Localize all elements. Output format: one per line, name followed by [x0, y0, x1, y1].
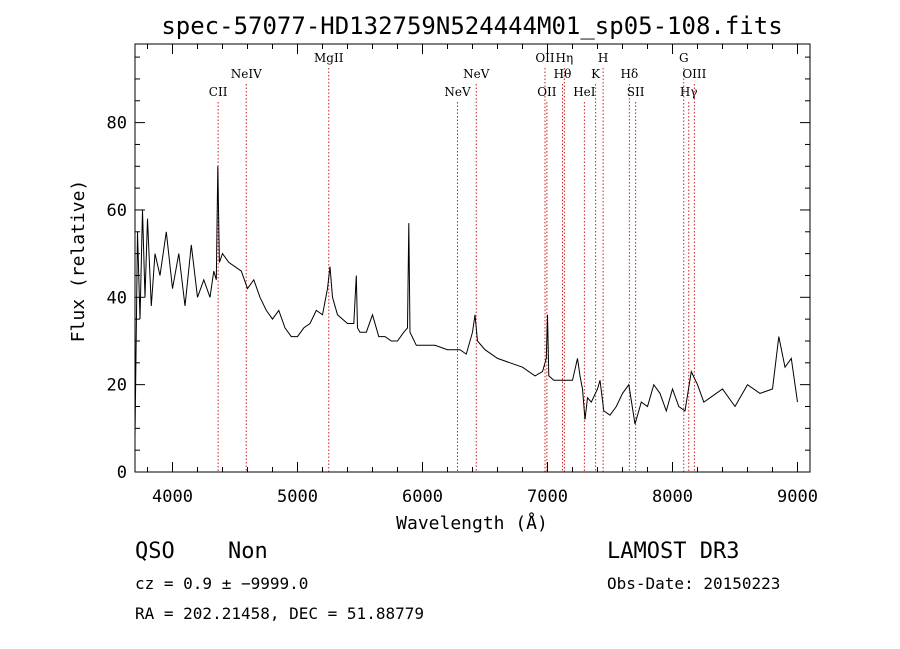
object-class: QSO — [135, 539, 175, 564]
line-label-7: Hη — [556, 51, 574, 65]
line-label-15: Hγ — [680, 85, 698, 99]
survey-name: LAMOST DR3 — [607, 539, 740, 564]
y-tick-label-2: 40 — [107, 288, 127, 308]
x-tick-label-1: 5000 — [277, 487, 318, 507]
x-tick-label-0: 4000 — [152, 487, 193, 507]
chart-title: spec-57077-HD132759N524444M01_sp05-108.f… — [161, 12, 782, 40]
x-tick-label-2: 6000 — [402, 487, 443, 507]
line-label-16: OIII — [682, 67, 706, 81]
y-axis-label: Flux (relative) — [68, 180, 89, 343]
object-subclass: Non — [228, 539, 268, 564]
line-label-2: MgII — [314, 51, 344, 65]
line-label-0: CII — [209, 85, 228, 99]
line-label-13: SII — [627, 85, 645, 99]
line-label-8: Hθ — [554, 67, 572, 81]
coordinates-text: RA = 202.21458, DEC = 51.88779 — [135, 604, 424, 623]
plot-frame — [134, 43, 811, 473]
x-tick-label-4: 8000 — [652, 487, 693, 507]
x-tick-label-3: 7000 — [527, 487, 568, 507]
line-label-10: K — [591, 67, 601, 81]
y-tick-label-4: 80 — [107, 114, 127, 134]
line-label-9: HeI — [573, 85, 596, 99]
line-label-3: NeV — [444, 85, 471, 99]
line-label-11: H — [598, 51, 608, 65]
spectral-line-markers: CIINeIVMgIINeVNeVOIIOIIHηHθHeIKHHδSIIGHγ… — [209, 51, 707, 472]
x-axis: 4000 5000 6000 7000 8000 9000 — [147, 44, 818, 507]
line-label-14: G — [679, 51, 689, 65]
line-label-6: OII — [537, 85, 557, 99]
y-tick-label-0: 0 — [117, 463, 127, 483]
x-tick-label-5: 9000 — [777, 487, 818, 507]
y-tick-label-1: 20 — [107, 376, 127, 396]
spectrum-line — [134, 166, 798, 438]
line-label-1: NeIV — [231, 67, 262, 81]
line-label-5: OII — [535, 51, 555, 65]
line-label-12: Hδ — [621, 67, 639, 81]
x-axis-label: Wavelength (Å) — [396, 512, 548, 534]
line-label-4: NeV — [463, 67, 490, 81]
redshift-text: cz = 0.9 ± −9999.0 — [135, 574, 309, 593]
obs-date-text: Obs-Date: 20150223 — [607, 574, 781, 593]
y-tick-label-3: 60 — [107, 201, 127, 221]
y-axis: 0 20 40 60 80 — [107, 56, 810, 483]
